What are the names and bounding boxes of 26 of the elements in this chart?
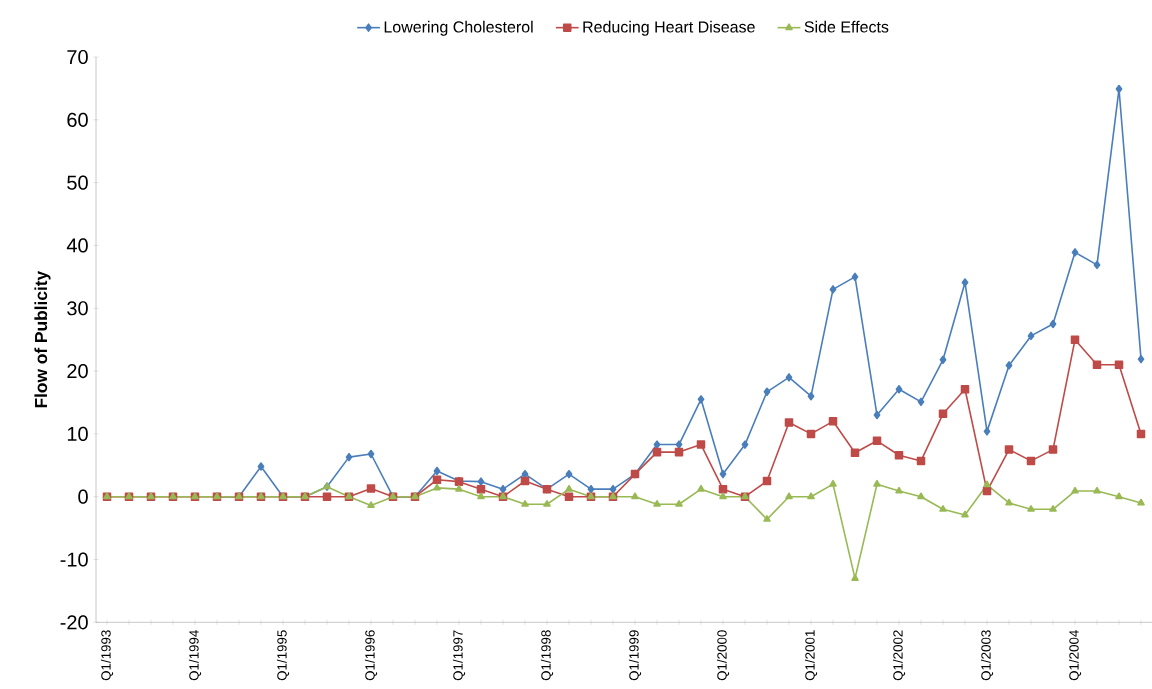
y-tick-label: 10 — [67, 426, 88, 441]
y-tick-label: 40 — [66, 238, 88, 253]
y-tick-label: 0 — [78, 489, 88, 504]
x-tick-label: Q1/1994 — [188, 630, 202, 681]
y-tick-label: -10 — [60, 552, 88, 567]
legend-label: Reducing Heart Disease — [583, 20, 755, 36]
x-tick-label: Q1/2001 — [804, 630, 818, 681]
y-tick-label: 30 — [67, 301, 88, 316]
y-tick-label: 20 — [67, 363, 88, 379]
x-tick-label: Q1/1997 — [452, 630, 466, 681]
x-tick-label: Q1/2003 — [980, 630, 994, 681]
x-tick-label: Q1/2004 — [1068, 630, 1082, 681]
y-axis-title: Flow of Publicity — [34, 270, 51, 408]
x-tick-label: Q1/1996 — [364, 630, 378, 681]
x-tick-label: Q1/2000 — [716, 630, 730, 681]
legend-label: Lowering Cholesterol — [384, 20, 533, 36]
x-tick-label: Q1/1995 — [276, 630, 290, 681]
x-tick-label: Q1/1999 — [628, 630, 642, 681]
x-tick-label: Q1/1998 — [540, 630, 554, 681]
x-tick-label: Q1/2002 — [892, 630, 906, 681]
y-tick-label: -20 — [60, 615, 88, 630]
y-tick-label: 60 — [67, 112, 88, 127]
y-tick-label: 50 — [67, 175, 88, 190]
legend-label: Side Effects — [804, 20, 889, 33]
x-tick-label: Q1/1993 — [100, 630, 114, 681]
y-tick-label: 70 — [67, 49, 88, 65]
